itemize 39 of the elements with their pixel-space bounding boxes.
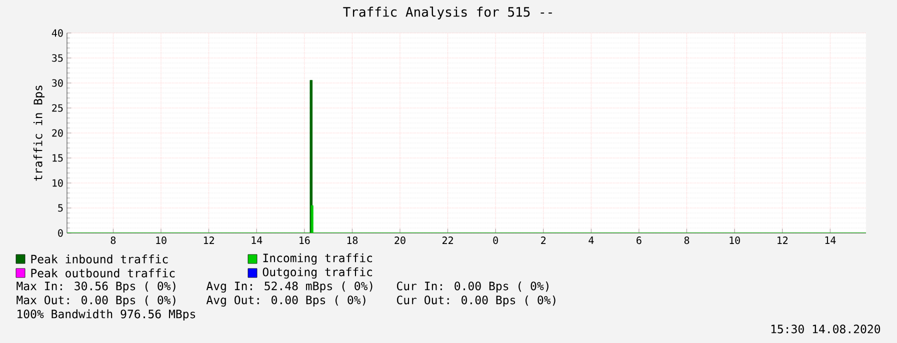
y-tick-label: 10 bbox=[52, 179, 63, 187]
x-tick-label: 10 bbox=[730, 236, 740, 244]
legend-label: Incoming traffic bbox=[263, 253, 372, 265]
y-tick-label: 30 bbox=[52, 79, 63, 87]
y-tick-label: 40 bbox=[52, 29, 63, 37]
text: Max Out: 0.00 Bps ( 0%) bbox=[16, 295, 176, 307]
x-tick-label: 0 bbox=[493, 236, 498, 244]
y-tick-label: 0 bbox=[58, 229, 63, 237]
chart-title: Traffic Analysis for 515 -- bbox=[343, 6, 552, 20]
x-tick-label: 6 bbox=[636, 236, 642, 244]
x-tick-label: 2 bbox=[541, 236, 546, 244]
legend-label: Peak inbound traffic bbox=[31, 254, 168, 264]
x-tick-label: 4 bbox=[588, 236, 594, 244]
text: Cur In: 0.00 Bps ( 0%) bbox=[396, 281, 548, 293]
x-tick-label: 8 bbox=[110, 236, 116, 244]
text: Cur Out: 0.00 Bps ( 0%) bbox=[396, 295, 556, 307]
x-tick-label: 16 bbox=[300, 236, 310, 244]
y-tick-label: 25 bbox=[52, 104, 63, 112]
legend-label: Outgoing traffic bbox=[262, 267, 372, 279]
text: Avg In: 52.48 mBps ( 0%) bbox=[206, 281, 372, 293]
x-tick-label: 8 bbox=[684, 236, 690, 244]
y-tick-label: 5 bbox=[58, 204, 63, 212]
x-tick-label: 22 bbox=[442, 236, 453, 244]
x-tick-label: 20 bbox=[394, 236, 406, 244]
x-tick-label: 14 bbox=[825, 236, 836, 244]
x-tick-label: 12 bbox=[204, 236, 214, 244]
y-tick-label: 35 bbox=[52, 54, 63, 62]
x-tick-label: 18 bbox=[347, 236, 358, 244]
text: Max In: 30.56 Bps ( 0%) bbox=[16, 281, 176, 293]
x-tick-label: 14 bbox=[252, 236, 262, 244]
x-tick-label: 12 bbox=[778, 236, 788, 244]
y-tick-label: 15 bbox=[52, 154, 63, 162]
text: 15:30 14.08.2020 bbox=[771, 324, 880, 334]
text: Avg Out: 0.00 Bps ( 0%) bbox=[206, 295, 366, 307]
text: 100% Bandwidth 976.56 MBps bbox=[18, 309, 196, 321]
x-tick-label: 10 bbox=[156, 236, 166, 244]
y-axis-title: traffic in Bps bbox=[33, 86, 45, 181]
y-tick-label: 20 bbox=[52, 129, 63, 137]
legend-label: Peak outbound traffic bbox=[31, 268, 175, 278]
